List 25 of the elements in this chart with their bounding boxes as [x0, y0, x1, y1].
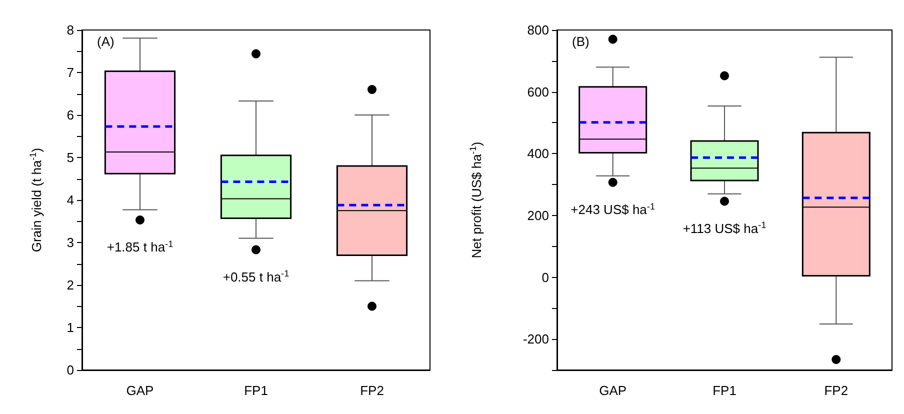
y-tick-label: 600: [527, 84, 549, 100]
x-tick-label: FP1: [244, 383, 268, 398]
y-tick-label: 800: [527, 22, 549, 38]
y-tick-label: 1: [66, 320, 74, 335]
y-tick-label: 4: [66, 192, 74, 208]
y-tick-label: 5: [66, 150, 74, 165]
y-axis-title: Net profit (US$ ha-1): [468, 142, 484, 258]
y-tick-label: 400: [527, 146, 549, 162]
y-tick-label: 0: [542, 270, 549, 285]
chart-title: (B): [572, 34, 590, 49]
y-tick-label: 3: [66, 235, 74, 250]
x-tick-label: GAP: [599, 383, 627, 398]
y-tick-label: 200: [527, 208, 549, 223]
y-tick-label: -200: [522, 332, 549, 347]
x-tick-label: FP1: [712, 383, 736, 398]
y-axis-title: Grain yield (t ha-1): [28, 148, 44, 252]
x-tick-label: GAP: [126, 383, 154, 398]
y-tick-label: 6: [66, 108, 74, 122]
x-tick-label: FP2: [360, 383, 384, 398]
chart-title: (A): [97, 34, 114, 49]
y-tick-label: 0: [66, 362, 74, 378]
x-tick-label: FP2: [824, 383, 848, 398]
y-tick-label: 7: [66, 65, 74, 80]
y-tick-label: 2: [66, 278, 74, 292]
y-tick-label: 8: [66, 22, 74, 38]
